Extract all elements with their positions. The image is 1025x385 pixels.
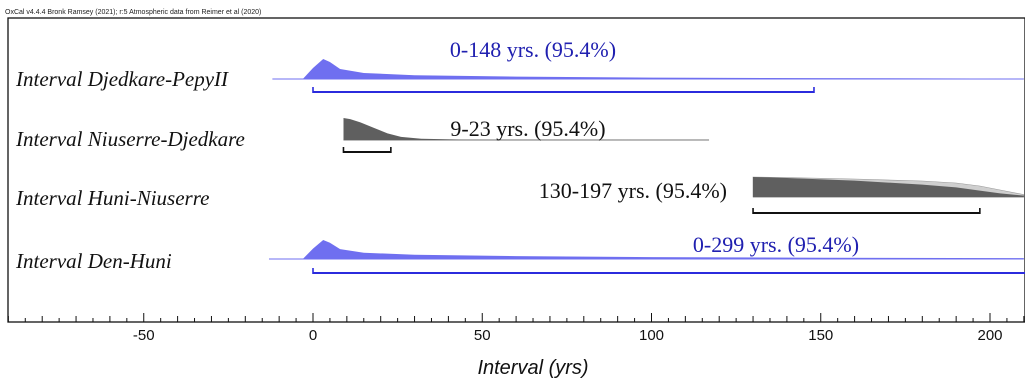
- x-axis-title: Interval (yrs): [477, 357, 588, 379]
- x-tick-label: 0: [309, 327, 317, 344]
- interval-label: Interval Djedkare-PepyII: [15, 67, 229, 91]
- interval-label: Interval Huni-Niuserre: [15, 186, 209, 210]
- x-tick-label: 100: [639, 327, 664, 344]
- credit-text: OxCal v4.4.4 Bronk Ramsey (2021); r:5 At…: [5, 9, 261, 16]
- x-tick-label: -50: [133, 327, 155, 344]
- interval-row: Interval Huni-Niuserre 130-197 yrs. (95.4…: [15, 176, 1025, 214]
- x-tick-label: 200: [977, 327, 1002, 344]
- range-label: 130-197 yrs. (95.4%): [539, 178, 727, 203]
- interval-row: Interval Den-Huni 0-299 yrs. (95.4%): [15, 232, 1025, 274]
- plot-frame: [7, 17, 1025, 323]
- range-label: 9-23 yrs. (95.4%): [450, 116, 605, 141]
- posterior-distribution: [753, 177, 1024, 197]
- range-label: 0-148 yrs. (95.4%): [450, 37, 616, 62]
- x-tick-label: 50: [474, 327, 491, 344]
- posterior-distribution: [343, 118, 709, 140]
- interval-label: Interval Niuserre-Djedkare: [15, 127, 245, 151]
- interval-row: Interval Niuserre-Djedkare 9-23 yrs. (95.…: [15, 116, 710, 153]
- interval-label: Interval Den-Huni: [15, 249, 172, 273]
- posterior-distribution: [302, 59, 1024, 79]
- posterior-distribution: [302, 240, 1024, 259]
- x-tick-label: 150: [808, 327, 833, 344]
- interval-row: Interval Djedkare-PepyII 0-148 yrs. (95.4…: [15, 37, 1024, 93]
- range-label: 0-299 yrs. (95.4%): [693, 232, 859, 257]
